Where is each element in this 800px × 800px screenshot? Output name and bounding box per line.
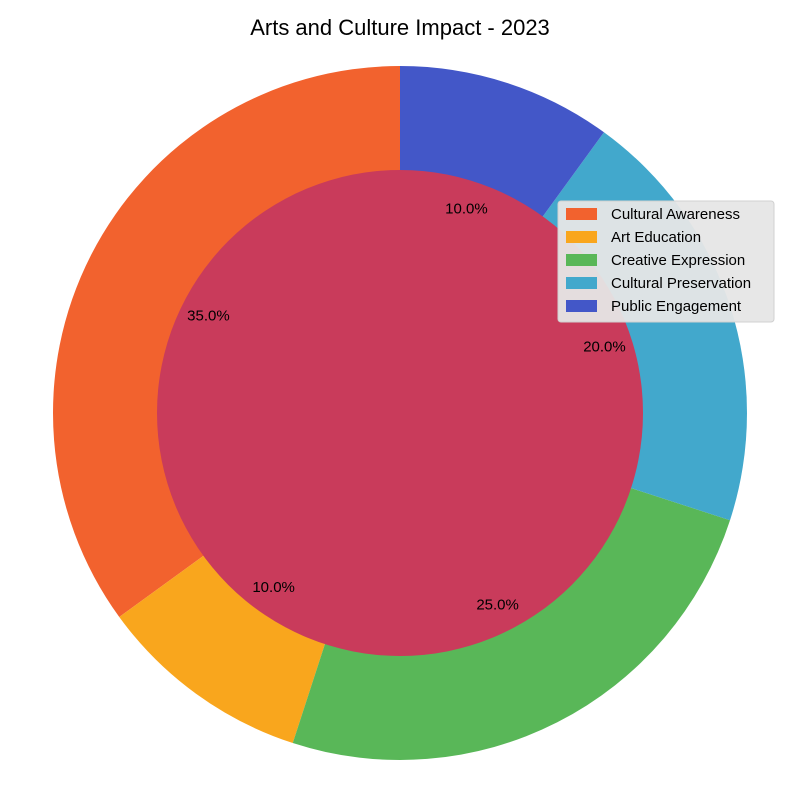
slice-label: 35.0%: [187, 307, 230, 324]
slice-label: 10.0%: [445, 201, 488, 218]
donut-center: [157, 170, 643, 656]
legend-swatch: [566, 231, 597, 243]
legend-swatch: [566, 254, 597, 266]
legend-box: [557, 200, 775, 323]
legend-label: Creative Expression: [611, 252, 745, 269]
legend-swatch: [566, 277, 597, 289]
slice-label: 25.0%: [476, 597, 519, 614]
slice-labels-group: 35.0% 10.0% 25.0% 20.0% 10.0%: [187, 201, 626, 614]
slice-label: 10.0%: [252, 579, 295, 596]
legend: Cultural Awareness Art Education Creative …: [557, 200, 775, 323]
legend-label: Public Engagement: [611, 298, 742, 315]
legend-label: Art Education: [611, 229, 701, 246]
legend-label: Cultural Awareness: [611, 206, 740, 223]
legend-label: Cultural Preservation: [611, 275, 751, 292]
legend-swatch: [566, 300, 597, 312]
slice-label: 20.0%: [583, 339, 626, 356]
chart-title: Arts and Culture Impact - 2023: [250, 15, 550, 40]
legend-swatch: [566, 208, 597, 220]
